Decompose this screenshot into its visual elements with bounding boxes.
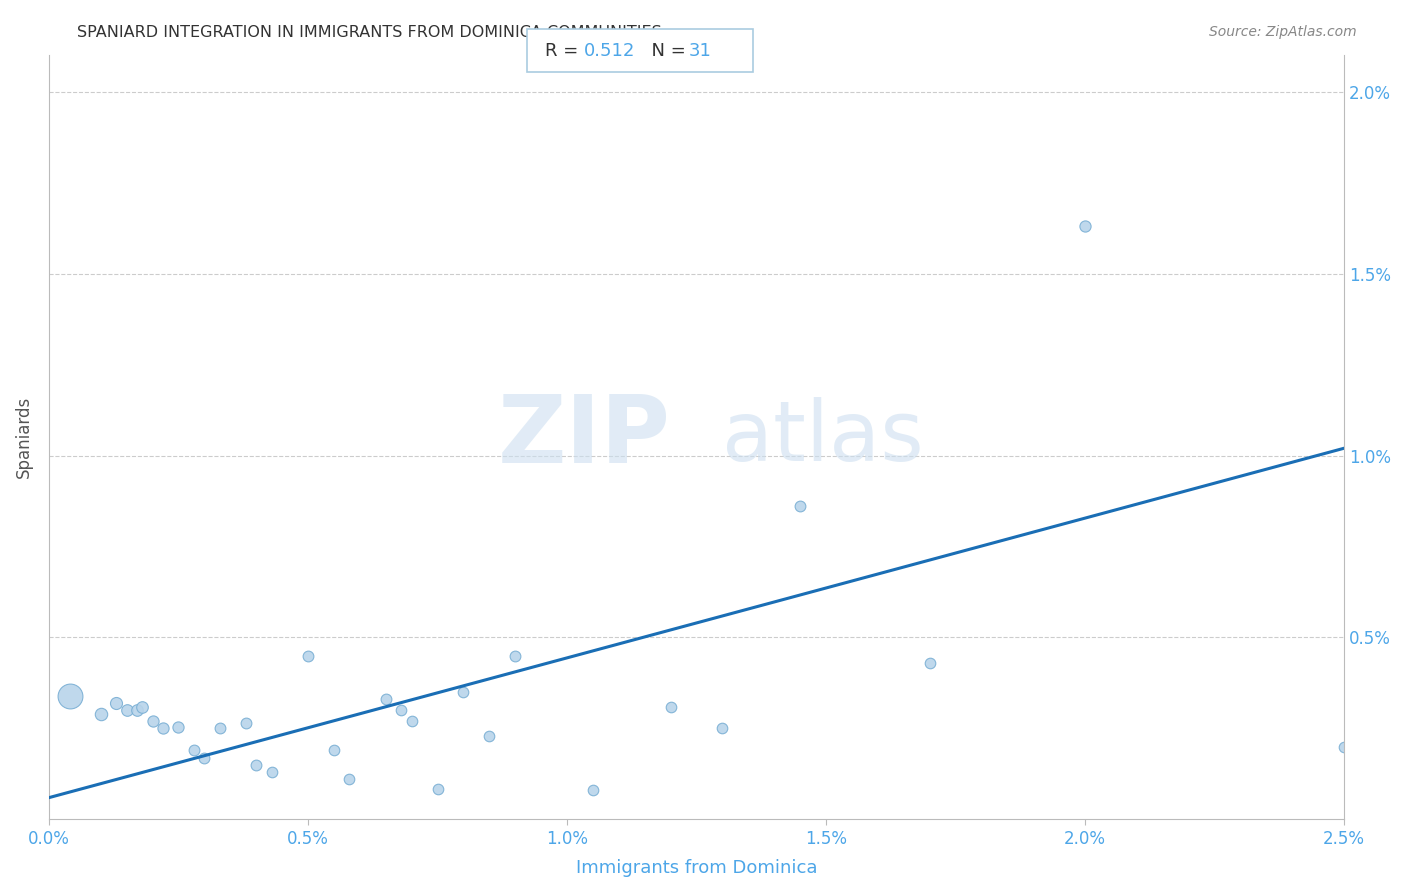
Point xyxy=(125,703,148,717)
Point xyxy=(142,714,165,729)
Point xyxy=(297,648,319,663)
Point xyxy=(503,648,526,663)
X-axis label: Immigrants from Dominica: Immigrants from Dominica xyxy=(576,859,817,877)
Text: ZIP: ZIP xyxy=(498,392,671,483)
Point xyxy=(918,656,941,670)
Point xyxy=(235,716,257,731)
Point xyxy=(245,757,267,772)
Point xyxy=(152,722,174,736)
Y-axis label: Spaniards: Spaniards xyxy=(15,396,32,478)
Point xyxy=(659,699,682,714)
Point xyxy=(478,729,501,743)
Point xyxy=(1074,219,1097,234)
Text: atlas: atlas xyxy=(723,397,924,478)
Point xyxy=(789,500,811,514)
Point xyxy=(453,685,475,699)
Point xyxy=(59,689,82,703)
Point xyxy=(322,743,344,757)
Text: Source: ZipAtlas.com: Source: ZipAtlas.com xyxy=(1209,25,1357,39)
Point xyxy=(374,692,396,706)
Point xyxy=(339,772,361,787)
Text: R =: R = xyxy=(546,42,583,60)
Point xyxy=(183,743,205,757)
Point xyxy=(401,714,423,729)
Point xyxy=(426,781,449,796)
Text: N =: N = xyxy=(641,42,692,60)
Point xyxy=(1333,739,1355,754)
Text: 0.512: 0.512 xyxy=(585,42,636,60)
Point xyxy=(193,750,215,764)
Point xyxy=(167,720,190,734)
Text: 31: 31 xyxy=(689,42,711,60)
Point xyxy=(131,699,153,714)
Point xyxy=(389,703,412,717)
Point xyxy=(260,765,283,780)
Point xyxy=(208,722,231,736)
Point xyxy=(582,783,605,797)
Text: SPANIARD INTEGRATION IN IMMIGRANTS FROM DOMINICA COMMUNITIES: SPANIARD INTEGRATION IN IMMIGRANTS FROM … xyxy=(77,25,662,40)
Point xyxy=(711,722,734,736)
Point xyxy=(105,696,128,710)
Point xyxy=(90,706,112,721)
Point xyxy=(115,703,138,717)
